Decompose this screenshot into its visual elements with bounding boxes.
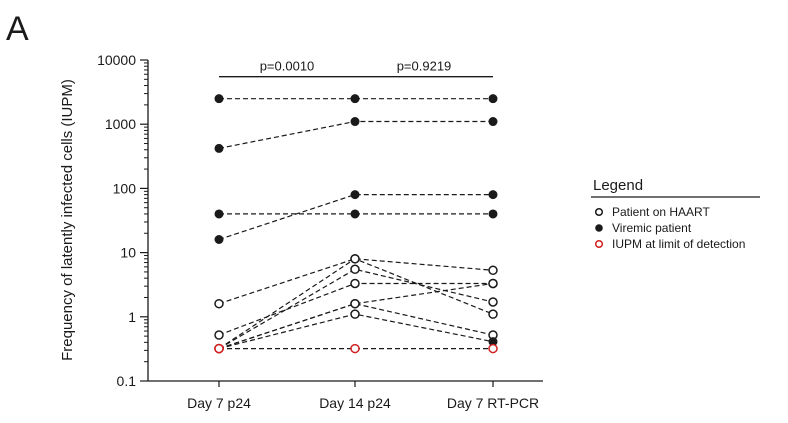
data-point [350, 264, 360, 275]
legend-label: Patient on HAART [612, 205, 710, 219]
data-point [488, 343, 498, 354]
significance-label: p=0.9219 [397, 59, 452, 74]
y-tick-label: 10 [120, 245, 136, 261]
series-line [218, 194, 493, 241]
significance-label: p=0.0010 [260, 59, 315, 74]
data-point [488, 209, 498, 219]
series-line [218, 282, 494, 350]
series-line [218, 268, 494, 350]
y-axis-title: Frequency of latently infected cells (IU… [59, 79, 76, 361]
data-point [350, 190, 360, 200]
y-tick-label: 10000 [97, 52, 136, 68]
legend-label: Viremic patient [612, 221, 692, 235]
x-ticks: Day 7 p24 Day 14 p24 Day 7 RT-PCR [187, 381, 539, 411]
data-point [214, 143, 224, 153]
data-point [214, 234, 224, 244]
x-tick-label: Day 7 RT-PCR [447, 395, 539, 411]
data-point [214, 330, 224, 340]
legend-label: IUPM at limit of detection [612, 237, 745, 251]
data-point [488, 190, 498, 200]
series-line [218, 282, 493, 336]
data-point [350, 117, 360, 127]
y-tick-label: 1000 [105, 116, 136, 132]
data-point [350, 343, 360, 354]
legend-marker [594, 239, 604, 249]
y-tick-label: 1 [128, 309, 136, 325]
y-tick-label: 0.1 [117, 373, 137, 389]
data-point [214, 94, 224, 104]
y-tick-label: 100 [113, 180, 137, 196]
data-point [350, 209, 360, 219]
legend-title: Legend [593, 177, 643, 194]
series-points [214, 94, 498, 354]
legend-marker [594, 207, 604, 217]
data-point [214, 343, 224, 354]
data-point [350, 298, 360, 309]
data-point [488, 297, 498, 307]
data-point [350, 94, 360, 104]
data-point [350, 278, 360, 289]
data-point [488, 309, 498, 319]
series-line [218, 258, 494, 305]
data-point [488, 94, 498, 104]
data-point [488, 117, 498, 127]
legend: Legend Patient on HAART Viremic patient IU… [591, 177, 760, 251]
data-point [488, 265, 498, 276]
y-ticks: 0.1 1 10 100 1000 10000 [97, 52, 148, 389]
legend-entries: Patient on HAART Viremic patient IUPM at l… [594, 205, 745, 251]
x-tick-label: Day 14 p24 [319, 395, 391, 411]
legend-marker [595, 224, 603, 232]
data-point [214, 209, 224, 219]
panel-label: A [6, 10, 29, 48]
data-point [350, 309, 360, 319]
data-point [488, 278, 498, 289]
significance-bars: p=0.0010 p=0.9219 [219, 59, 493, 78]
data-point [350, 254, 360, 264]
data-point [214, 298, 224, 309]
x-tick-label: Day 7 p24 [187, 395, 251, 411]
